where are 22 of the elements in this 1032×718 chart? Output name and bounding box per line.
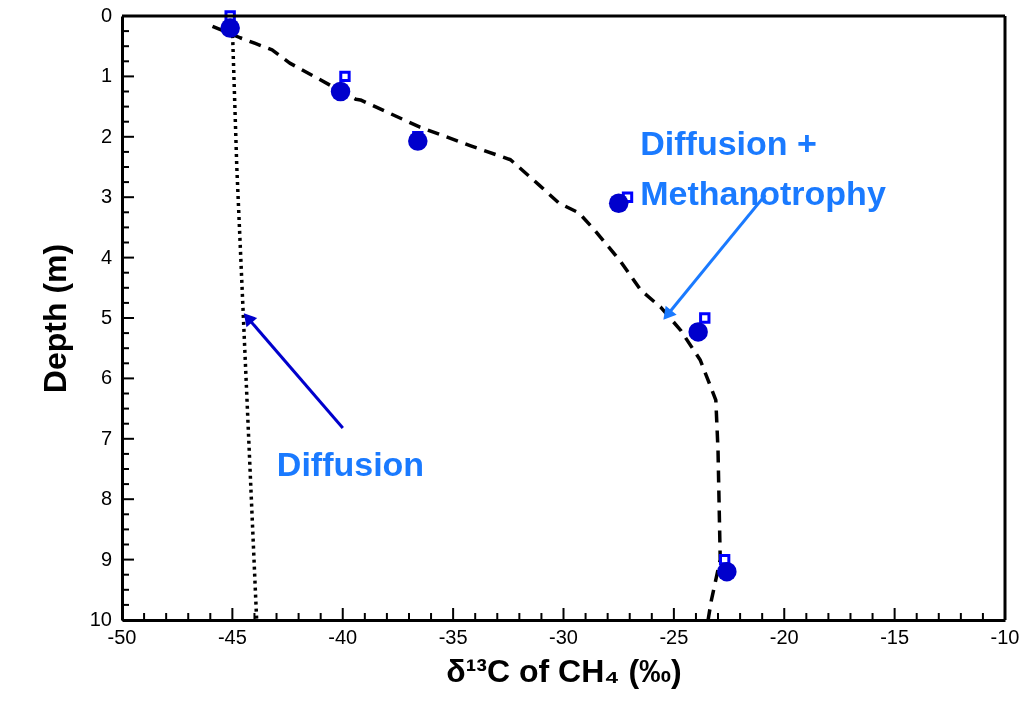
x-tick-label: -10 xyxy=(990,626,1020,648)
annotation: Diffusion + Methanotrophy xyxy=(640,123,886,212)
annotation: Diffusion xyxy=(276,445,425,483)
x-axis-title: δ¹³C of CH₄ (‰) xyxy=(446,652,682,689)
y-tick-label: 8 xyxy=(100,487,112,510)
x-tick-label: -45 xyxy=(217,626,247,648)
y-tick-label: 3 xyxy=(100,185,112,208)
y-tick-label: 7 xyxy=(100,426,112,449)
x-tick-label: -25 xyxy=(659,626,689,648)
y-tick-label: 6 xyxy=(100,366,112,389)
x-tick-label: -40 xyxy=(328,626,358,648)
y-axis-title: Depth (m) xyxy=(36,243,73,394)
y-tick-label: 9 xyxy=(100,547,112,570)
x-tick-label: -30 xyxy=(549,626,578,648)
y-tick-label: 0 xyxy=(100,4,112,26)
y-tick-label: 2 xyxy=(100,124,112,147)
x-tick-label: -35 xyxy=(438,626,468,648)
y-tick-label: 1 xyxy=(100,64,112,87)
y-tick-label: 5 xyxy=(100,306,112,328)
x-tick-label: -15 xyxy=(880,626,910,648)
x-tick-label: -20 xyxy=(769,626,799,648)
y-tick-label: 4 xyxy=(100,245,112,268)
